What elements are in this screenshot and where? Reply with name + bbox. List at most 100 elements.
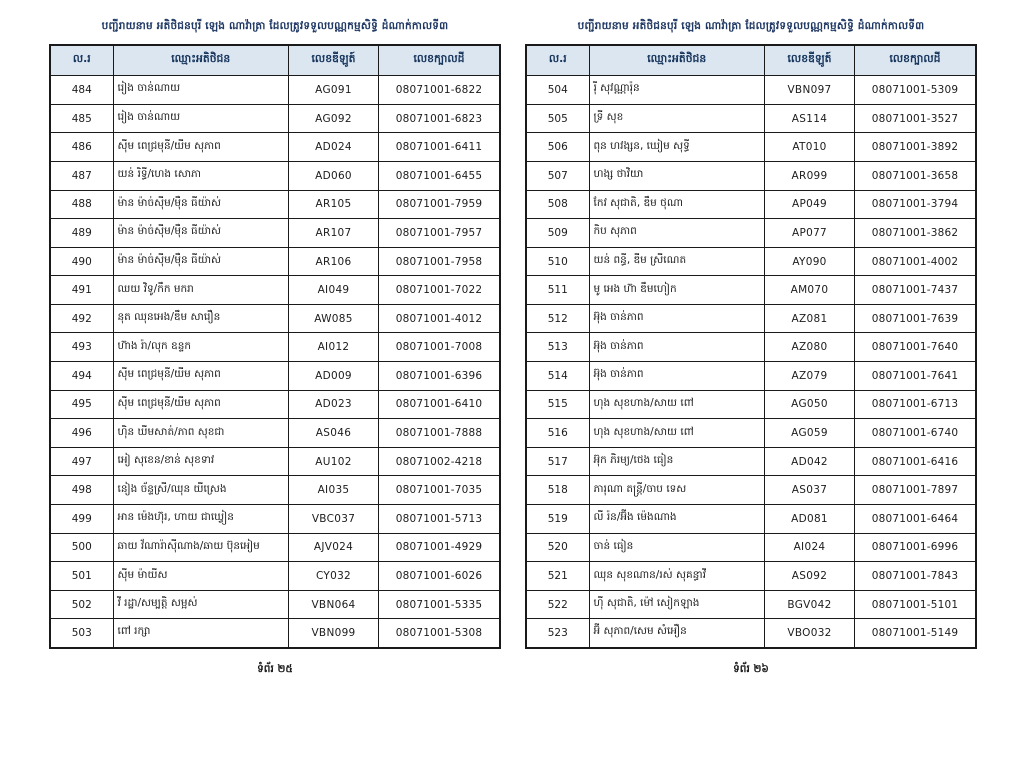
customer-name-cell: រៀង ចាន់ណាយ — [112, 75, 289, 105]
lot-code-cell: AS092 — [764, 561, 855, 591]
table-header-row: ល.រ ឈ្មោះអតិថិជន លេខឌីឡូត៍ លេខក្បាលដី — [49, 44, 501, 77]
table-row: 489 ម៉ាន ម៉ាច់ស៊ីម/ម៉ឺន ធីយ៉ាស់ AR107 08071… — [49, 218, 501, 248]
page-title: បញ្ជីរាយនាម អតិថិជនបុរី ឡេង ណាវ៉ាត្រា ដែ… — [577, 20, 925, 32]
customer-name-cell: ស៊ីម ពេជ្រមុនី/យីម សុភាព — [112, 361, 289, 391]
table-row: 523 អ៊ី សុភាព/សេម សំអឿន VBO032 08071001-514… — [525, 618, 977, 649]
customer-name-cell: ហ៊ិន ឃីមសាត់/ភាព សុខជា — [112, 418, 289, 448]
land-title-number-cell: 08071001-4002 — [854, 246, 977, 277]
land-title-number-cell: 08071001-3658 — [854, 160, 977, 191]
customer-name-cell: ស៊ីម ពេជ្រមុនី/យីម សុភាព — [112, 389, 289, 420]
customer-name-cell: ឈយ វិទូ/កឹក មករា — [112, 275, 289, 305]
table-row: 504 រ៉ី សុវណ្ណារ៉ុន VBN097 08071001-5309 — [525, 75, 977, 105]
table-row: 518 ភារុណា តន្ត្រី/ចាប ទេស AS037 08071001-7… — [525, 475, 977, 506]
land-title-number-cell: 08071001-6396 — [378, 361, 501, 391]
row-number-cell: 485 — [49, 103, 114, 134]
table-row: 519 លី រ៉ន/អ៊ីង ម៉េងណាង AD081 08071001-6464 — [525, 504, 977, 534]
land-title-number-cell: 08071001-6411 — [378, 132, 501, 162]
table-row: 492 នុត ឈុនអេង/ឌឹម សារឿន AW085 08071001-401… — [49, 303, 501, 334]
row-number-cell: 487 — [49, 160, 114, 191]
customer-name-cell: អៀ សុខេន/ខាន់ សុខទាវ — [112, 446, 289, 477]
row-number-cell: 486 — [49, 132, 114, 162]
customer-name-cell: អាន ម៉េងហ៊ុរ, ហាយ ជាឃ្វៀន — [112, 504, 289, 534]
table-row: 514 អ៊ុង ចាន់ភាព AZ079 08071001-7641 — [525, 361, 977, 391]
customer-name-cell: ទ្រី សុខ — [588, 103, 765, 134]
page-number: ទំព័រ ២៥ — [257, 662, 293, 675]
land-title-number-cell: 08071001-5335 — [378, 589, 501, 620]
table-row: 506 ពុន ហវង្សន, ឃៀម សុទ្ធី AT010 08071001-3… — [525, 132, 977, 162]
customer-name-cell: រ៉ី សុវណ្ណារ៉ុន — [588, 75, 765, 105]
customer-name-cell: យន់ ពន្ធី, ឌីម ស្រីណេត — [588, 246, 765, 277]
table-row: 513 អ៊ុង ចាន់ភាព AZ080 08071001-7640 — [525, 332, 977, 363]
row-number-cell: 522 — [525, 589, 590, 620]
table-row: 491 ឈយ វិទូ/កឹក មករា AI049 08071001-7022 — [49, 275, 501, 305]
row-number-cell: 498 — [49, 475, 114, 506]
row-number-cell: 516 — [525, 418, 590, 448]
customer-name-cell: ហុង សុខហាង/សាយ ពៅ — [588, 389, 765, 420]
table-row: 508 កែវ សុជាតិ, ឌឹម ថុណា AP049 08071001-379… — [525, 189, 977, 220]
customer-table: ល.រ ឈ្មោះអតិថិជន លេខឌីឡូត៍ លេខក្បាលដី 50… — [525, 43, 977, 649]
land-title-number-cell: 08071001-6996 — [854, 532, 977, 563]
row-number-cell: 502 — [49, 589, 114, 620]
land-title-number-cell: 08071001-7437 — [854, 275, 977, 305]
lot-code-cell: AI035 — [288, 475, 379, 506]
lot-code-cell: AP049 — [764, 189, 855, 220]
table-row: 516 ហុង សុខហាង/សាយ ពៅ AG059 08071001-6740 — [525, 418, 977, 448]
page-26: បញ្ជីរាយនាម អតិថិជនបុរី ឡេង ណាវ៉ាត្រា ដែ… — [525, 14, 977, 759]
row-number-cell: 506 — [525, 132, 590, 162]
customer-name-cell: កិប សុភាព — [588, 218, 765, 248]
table-row: 485 រៀង ចាន់ណាយ AG092 08071001-6823 — [49, 103, 501, 134]
table-row: 495 ស៊ីម ពេជ្រមុនី/យីម សុភាព AD023 08071001… — [49, 389, 501, 420]
row-number-cell: 496 — [49, 418, 114, 448]
lot-code-cell: AI012 — [288, 332, 379, 363]
table-row: 487 យន់ រិទ្ធី/ហេង សោភា AD060 08071001-6455 — [49, 160, 501, 191]
land-title-number-cell: 08071001-7959 — [378, 189, 501, 220]
row-number-cell: 508 — [525, 189, 590, 220]
table-row: 501 ស៊ីម ម៉ាយីស CY032 08071001-6026 — [49, 561, 501, 591]
land-title-number-cell: 08071001-7008 — [378, 332, 501, 363]
customer-name-cell: ហង្ស ថាវិយា — [588, 160, 765, 191]
land-title-number-cell: 08071001-7640 — [854, 332, 977, 363]
row-number-cell: 501 — [49, 561, 114, 591]
land-title-number-cell: 08071001-6740 — [854, 418, 977, 448]
customer-name-cell: នុត ឈុនអេង/ឌឹម សារឿន — [112, 303, 289, 334]
row-number-cell: 521 — [525, 561, 590, 591]
row-number-cell: 510 — [525, 246, 590, 277]
lot-code-cell: AP077 — [764, 218, 855, 248]
land-title-number-cell: 08071001-7957 — [378, 218, 501, 248]
table-row: 510 យន់ ពន្ធី, ឌីម ស្រីណេត AY090 08071001-4… — [525, 246, 977, 277]
lot-code-cell: AR105 — [288, 189, 379, 220]
land-title-number-cell: 08071001-4012 — [378, 303, 501, 334]
row-number-cell: 492 — [49, 303, 114, 334]
table-row: 502 វី រដ្ឋា/សម្បត្តិ សម្អស់ VBN064 0807100… — [49, 589, 501, 620]
table-row: 521 ឈុន សុខណាន/រស់ សុគន្ធាវី AS092 08071001… — [525, 561, 977, 591]
lot-code-cell: AG091 — [288, 75, 379, 105]
customer-name-cell: អ៊ុក ភិរម្យ/ថេង ធៀន — [588, 446, 765, 477]
lot-code-cell: AS114 — [764, 103, 855, 134]
column-header-lot-number: លេខឌីឡូត៍ — [764, 44, 855, 77]
column-header-row-number: ល.រ — [525, 44, 590, 77]
lot-code-cell: AU102 — [288, 446, 379, 477]
row-number-cell: 490 — [49, 246, 114, 277]
row-number-cell: 507 — [525, 160, 590, 191]
table-row: 498 នៀង ច័ន្ទស្រី/ឈុន យីស្រេង AI035 0807100… — [49, 475, 501, 506]
lot-code-cell: AD009 — [288, 361, 379, 391]
row-number-cell: 519 — [525, 504, 590, 534]
table-row: 493 ហ៊ាង រ៉ា/លុក ឧន្ទក AI012 08071001-7008 — [49, 332, 501, 363]
customer-name-cell: ឈុន សុខណាន/រស់ សុគន្ធាវី — [588, 561, 765, 591]
lot-code-cell: AD060 — [288, 160, 379, 191]
row-number-cell: 484 — [49, 75, 114, 105]
land-title-number-cell: 08071001-5308 — [378, 618, 501, 649]
table-row: 486 ស៊ីម ពេជ្រមុនី/យីម សុភាព AD024 08071001… — [49, 132, 501, 162]
lot-code-cell: AW085 — [288, 303, 379, 334]
row-number-cell: 493 — [49, 332, 114, 363]
table-row: 517 អ៊ុក ភិរម្យ/ថេង ធៀន AD042 08071001-6416 — [525, 446, 977, 477]
table-row: 503 ពៅ រក្សា VBN099 08071001-5308 — [49, 618, 501, 649]
table-row: 522 ហ៊ី សុជាតិ, ម៉ៅ សៀកឡាង BGV042 08071001-… — [525, 589, 977, 620]
row-number-cell: 515 — [525, 389, 590, 420]
customer-name-cell: យន់ រិទ្ធី/ហេង សោភា — [112, 160, 289, 191]
customer-name-cell: វី រដ្ឋា/សម្បត្តិ សម្អស់ — [112, 589, 289, 620]
table-row: 515 ហុង សុខហាង/សាយ ពៅ AG050 08071001-6713 — [525, 389, 977, 420]
table-row: 496 ហ៊ិន ឃីមសាត់/ភាព សុខជា AS046 08071001-7… — [49, 418, 501, 448]
land-title-number-cell: 08071001-3862 — [854, 218, 977, 248]
customer-table: ល.រ ឈ្មោះអតិថិជន លេខឌីឡូត៍ លេខក្បាលដី 48… — [49, 43, 501, 649]
